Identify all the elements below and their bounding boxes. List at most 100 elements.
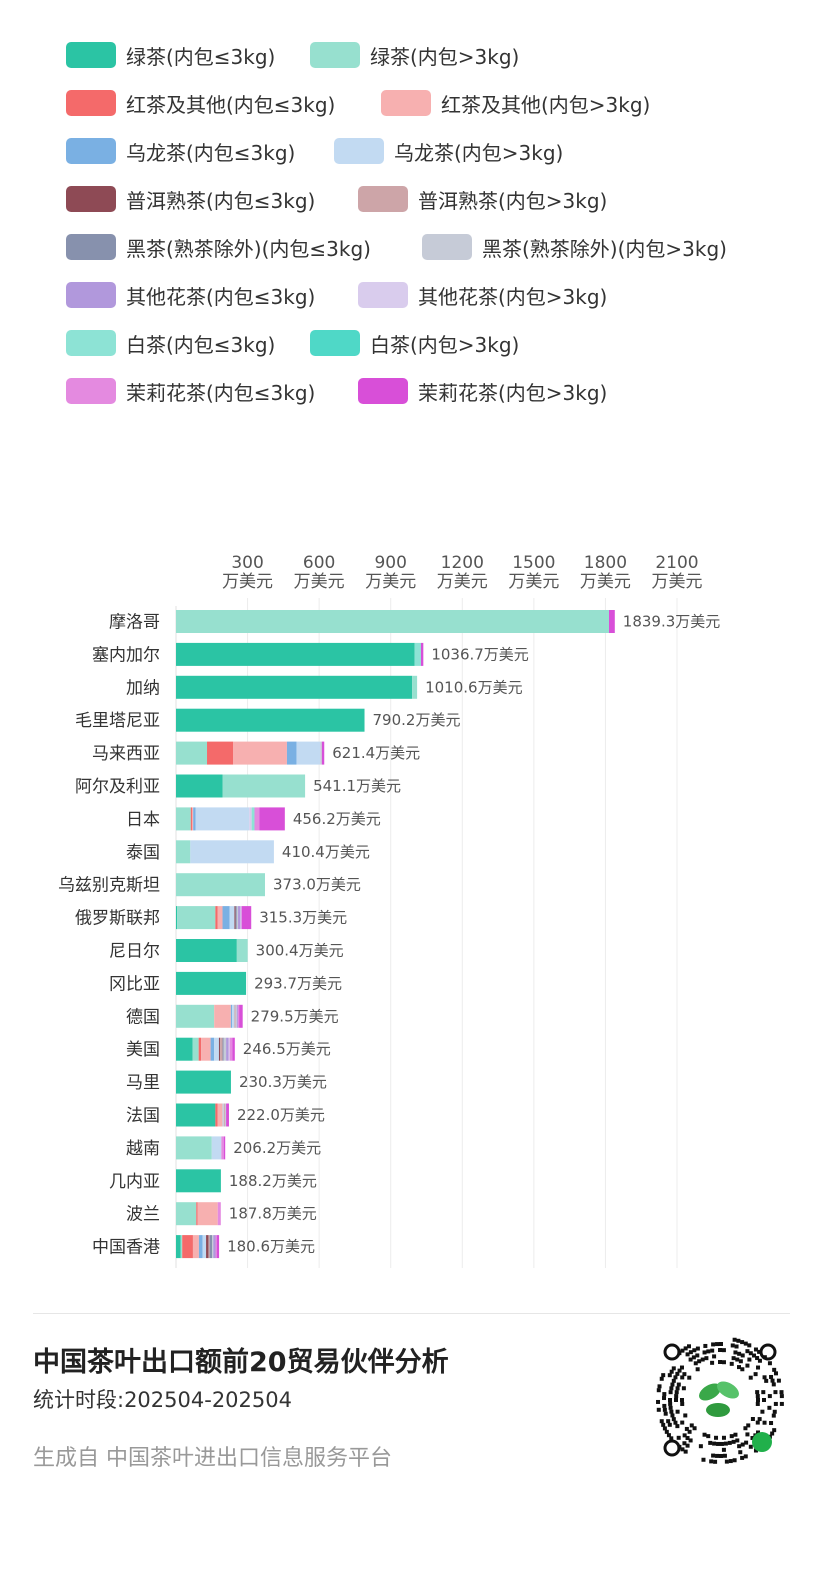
qr-dot [745, 1363, 750, 1368]
qr-center-bg [690, 1370, 750, 1430]
footer-divider [33, 1313, 790, 1314]
bar-segment [238, 906, 241, 930]
qr-dot [675, 1386, 680, 1391]
qr-dot [727, 1440, 732, 1445]
legend-item[interactable]: 普洱熟茶(内包>3kg) [358, 184, 607, 214]
bar-segment [233, 741, 287, 765]
legend-swatch [66, 282, 116, 308]
qr-dot [700, 1357, 705, 1362]
legend-item[interactable]: 茉莉花茶(内包≤3kg) [66, 376, 315, 406]
legend-item[interactable]: 白茶(内包≤3kg) [66, 328, 275, 358]
category-label: 冈比亚 [109, 974, 160, 994]
bar-segment [192, 1037, 199, 1061]
bar-segment [232, 1004, 235, 1028]
bar-segment [222, 906, 230, 930]
value-label: 246.5万美元 [243, 1040, 331, 1058]
legend-item[interactable]: 白茶(内包>3kg) [310, 328, 519, 358]
value-label: 315.3万美元 [259, 909, 347, 927]
value-label: 410.4万美元 [282, 843, 370, 861]
legend-item[interactable]: 乌龙茶(内包>3kg) [334, 136, 563, 166]
category-label: 越南 [126, 1139, 160, 1159]
bar-segment [254, 807, 260, 831]
bar-segment [177, 906, 216, 930]
category-label: 日本 [126, 810, 160, 830]
qr-dot [743, 1454, 748, 1459]
x-tick-unit: 万美元 [294, 572, 345, 592]
qr-dot [773, 1401, 778, 1406]
legend-item[interactable]: 红茶及其他(内包≤3kg) [66, 88, 335, 118]
qr-dot [669, 1436, 674, 1441]
bar-segment [234, 906, 236, 930]
qr-finder [759, 1343, 777, 1361]
legend-item[interactable]: 其他花茶(内包>3kg) [358, 280, 607, 310]
qr-dot [718, 1342, 723, 1347]
bar-segment [176, 1103, 216, 1127]
qr-dot [767, 1405, 772, 1410]
qr-dot [687, 1429, 692, 1434]
bar-segment [201, 1037, 211, 1061]
legend-item[interactable]: 红茶及其他(内包>3kg) [381, 88, 650, 118]
legend-label: 乌龙茶(内包≤3kg) [126, 140, 296, 165]
legend-label: 普洱熟茶(内包≤3kg) [126, 188, 316, 213]
x-tick-unit: 万美元 [508, 572, 559, 592]
qr-dot [666, 1433, 671, 1438]
legend-item[interactable]: 绿茶(内包≤3kg) [66, 40, 275, 70]
qr-dot [738, 1450, 743, 1455]
qr-dot [737, 1365, 741, 1370]
footer-title: 中国茶叶出口额前20贸易伙伴分析 [33, 1347, 449, 1378]
qr-dot [779, 1401, 784, 1406]
bar-segment [259, 807, 285, 831]
legend-item[interactable]: 其他花茶(内包≤3kg) [66, 280, 315, 310]
qr-dot [706, 1349, 711, 1354]
bar-segment [176, 939, 237, 962]
legend-swatch [358, 186, 408, 212]
category-label: 中国香港 [92, 1238, 160, 1258]
category-label: 马来西亚 [92, 744, 160, 764]
qr-dot [756, 1398, 760, 1402]
qr-dot [757, 1417, 762, 1422]
qr-dot [729, 1434, 734, 1439]
qr-dot [729, 1361, 734, 1366]
bar-segment [236, 939, 248, 962]
bar-segment [223, 1037, 227, 1061]
qr-dot [664, 1429, 669, 1434]
qr-dot [661, 1373, 666, 1378]
qr-dot [710, 1348, 715, 1353]
bar-segment [249, 807, 252, 831]
legend-item[interactable]: 普洱熟茶(内包≤3kg) [66, 184, 315, 214]
bar-segment [207, 741, 234, 765]
qr-dot [773, 1371, 778, 1376]
qr-dot [683, 1413, 688, 1418]
qr-dot [715, 1342, 720, 1347]
bar-segment [414, 642, 421, 666]
qr-dot [748, 1444, 753, 1449]
qr-dot [674, 1394, 679, 1399]
qr-dot [668, 1405, 673, 1410]
legend-item[interactable]: 绿茶(内包>3kg) [310, 40, 519, 70]
bar-segment [176, 610, 610, 633]
qr-dot [779, 1394, 784, 1399]
qr-dot [740, 1367, 745, 1372]
legend-swatch [66, 138, 116, 164]
bar-segment [237, 1004, 240, 1028]
bar-segment [176, 774, 223, 798]
qr-dot [750, 1417, 755, 1421]
legend-item[interactable]: 黑茶(熟茶除外)(内包>3kg) [422, 232, 727, 262]
legend-item[interactable]: 乌龙茶(内包≤3kg) [66, 136, 295, 166]
bar-segment [180, 1235, 183, 1259]
qr-dot [769, 1374, 774, 1379]
qr-dot [712, 1441, 717, 1446]
bar-segment [232, 1037, 235, 1061]
bar-segment [176, 807, 191, 831]
qr-dot [740, 1442, 745, 1447]
qr-dot [762, 1398, 766, 1402]
legend-label: 白茶(内包>3kg) [370, 332, 520, 357]
qr-dot [673, 1420, 678, 1425]
qr-dot [753, 1372, 758, 1377]
bar-segment [224, 1103, 227, 1127]
mini-program-qr-code[interactable] [650, 1330, 790, 1470]
qr-dot [675, 1424, 680, 1429]
legend-item[interactable]: 茉莉花茶(内包>3kg) [358, 376, 607, 406]
legend-item[interactable]: 黑茶(熟茶除外)(内包≤3kg) [66, 232, 371, 262]
bar-segment [216, 1235, 220, 1259]
